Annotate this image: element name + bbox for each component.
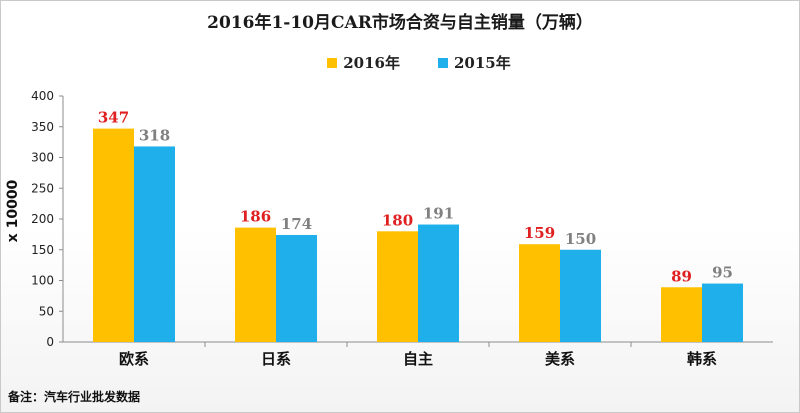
y-tick-label: 400 [31, 89, 54, 103]
data-label-2015: 191 [423, 205, 454, 223]
bar-2016 [93, 128, 134, 342]
x-tick-label: 日系 [261, 350, 291, 368]
bar-2016 [519, 244, 560, 342]
y-tick-label: 50 [39, 304, 54, 318]
bar-2016 [661, 287, 702, 342]
bar-2015 [134, 146, 175, 342]
bar-2015 [560, 249, 601, 342]
data-label-2016: 89 [671, 267, 692, 285]
y-tick-label: 200 [31, 212, 54, 226]
data-label-2015: 150 [565, 230, 596, 248]
bar-2016 [377, 231, 418, 342]
legend: 2016年 2015年 [268, 50, 570, 75]
legend-item-2015: 2015年 [438, 52, 511, 73]
data-label-2016: 159 [524, 224, 555, 242]
x-tick-label: 自主 [403, 350, 433, 368]
data-label-2016: 186 [240, 208, 271, 226]
legend-swatch-2016 [327, 57, 338, 68]
x-tick-label: 美系 [545, 350, 575, 368]
data-label-2015: 174 [281, 215, 312, 233]
legend-swatch-2015 [438, 57, 448, 68]
legend-label-2015: 2015年 [454, 54, 511, 72]
x-tick-label: 韩系 [687, 350, 717, 368]
y-tick-label: 150 [31, 243, 54, 257]
bar-2015 [418, 224, 459, 342]
data-label-2015: 95 [712, 264, 733, 282]
data-label-2015: 318 [139, 126, 170, 144]
legend-item-2016: 2016年 [327, 52, 400, 73]
legend-label-2016: 2016年 [343, 54, 400, 72]
y-tick-label: 350 [31, 120, 54, 134]
y-axis-label: x 10000 [5, 179, 21, 242]
bar-2016 [235, 227, 276, 342]
y-tick-label: 250 [31, 181, 54, 195]
x-tick-label: 欧系 [119, 350, 149, 368]
data-label-2016: 180 [382, 211, 413, 229]
data-label-2016: 347 [98, 109, 129, 127]
bar-2015 [276, 234, 317, 342]
chart-title: 2016年1-10月CAR市场合资与自主销量（万辆） [207, 13, 593, 33]
y-tick-label: 0 [46, 335, 54, 349]
footnote: 备注：汽车行业批发数据 [8, 390, 141, 404]
y-tick-label: 100 [31, 274, 54, 288]
bar-2015 [702, 283, 743, 342]
y-tick-label: 300 [31, 151, 54, 165]
